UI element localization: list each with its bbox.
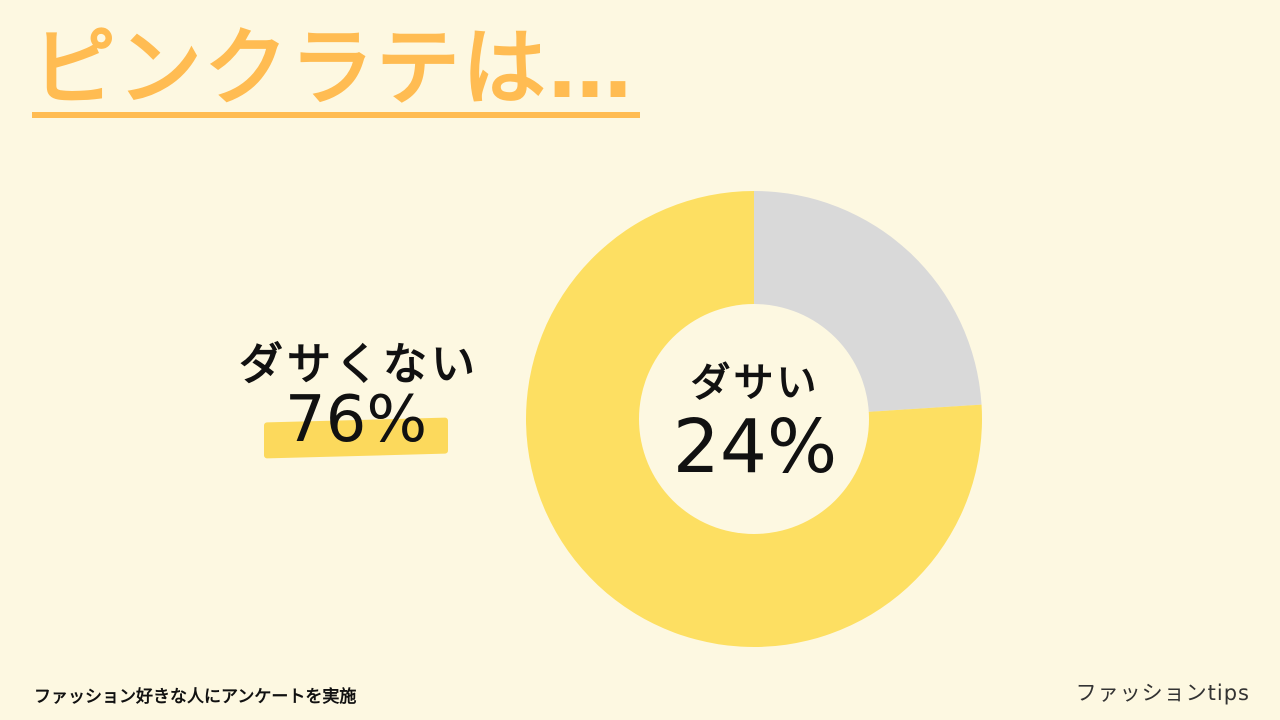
slice-value-not-dasai: 76% xyxy=(284,383,428,457)
title-underline xyxy=(32,112,640,118)
survey-footnote: ファッション好きな人にアンケートを実施 xyxy=(34,687,357,707)
slice-label-dasai: ダサい xyxy=(690,360,820,406)
slice-label-not-dasai: ダサくない xyxy=(239,339,479,390)
page-title: ピンクラテは… xyxy=(32,19,635,117)
brand-label: ファッションtips xyxy=(1075,681,1250,705)
donut-hole xyxy=(639,304,869,534)
slice-value-dasai: 24% xyxy=(672,404,838,490)
